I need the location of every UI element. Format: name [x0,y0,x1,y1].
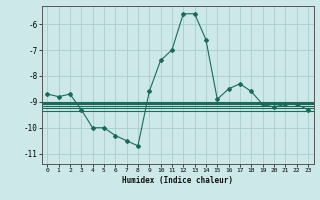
X-axis label: Humidex (Indice chaleur): Humidex (Indice chaleur) [122,176,233,185]
